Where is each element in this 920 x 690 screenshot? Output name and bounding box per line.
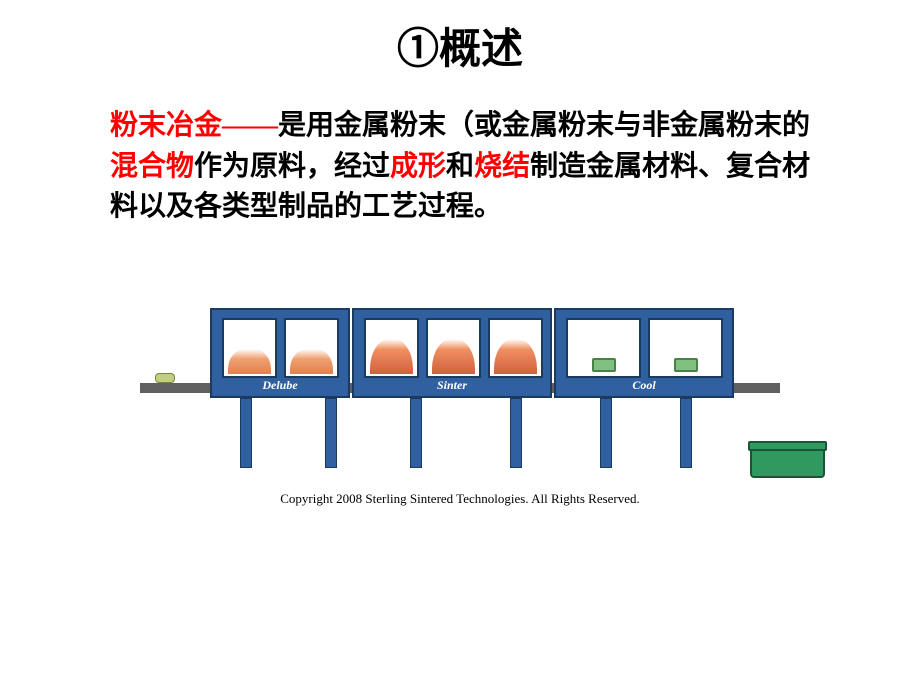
fire-icon (290, 349, 333, 374)
term-mixture: 混合物 (110, 151, 194, 182)
cool-window (648, 318, 723, 378)
cool-window (566, 318, 641, 378)
cooled-part-icon (674, 358, 698, 372)
def-part4: 作为原料，经过 (194, 151, 390, 182)
term-forming: 成形 (390, 151, 446, 182)
delube-window (222, 318, 277, 378)
furnace-leg (410, 398, 422, 468)
fire-icon (494, 339, 537, 374)
sinter-window (426, 318, 481, 378)
fire-icon (370, 339, 413, 374)
delube-label: Delube (262, 378, 297, 393)
sinter-label: Sinter (437, 378, 467, 393)
cooled-part-icon (592, 358, 616, 372)
furnace-leg (680, 398, 692, 468)
sinter-section: Sinter (352, 308, 552, 398)
fire-icon (228, 349, 271, 374)
input-part (155, 373, 175, 383)
furnace-leg (600, 398, 612, 468)
output-bin (750, 443, 825, 478)
furnace-leg (325, 398, 337, 468)
sintering-furnace-diagram: Delube Sinter Cool Copyright 2008 Sterli… (110, 278, 810, 528)
fire-icon (432, 339, 475, 374)
cool-label: Cool (632, 378, 655, 393)
delube-window (284, 318, 339, 378)
sinter-window (488, 318, 543, 378)
furnace-leg (510, 398, 522, 468)
def-part6: 和 (446, 151, 474, 182)
definition-text: 粉末冶金——是用金属粉末（或金属粉末与非金属粉末的混合物作为原料，经过成形和烧结… (0, 106, 920, 228)
term-sintering: 烧结 (474, 151, 530, 182)
term-powder-metallurgy: 粉末冶金—— (110, 110, 278, 141)
cool-section: Cool (554, 308, 734, 398)
sinter-window (364, 318, 419, 378)
copyright-text: Copyright 2008 Sterling Sintered Technol… (280, 491, 640, 507)
delube-section: Delube (210, 308, 350, 398)
def-part2: 是用金属粉末（或金属粉末与非金属粉末的 (278, 110, 810, 141)
furnace-leg (240, 398, 252, 468)
page-title: ①概述 (0, 0, 920, 106)
